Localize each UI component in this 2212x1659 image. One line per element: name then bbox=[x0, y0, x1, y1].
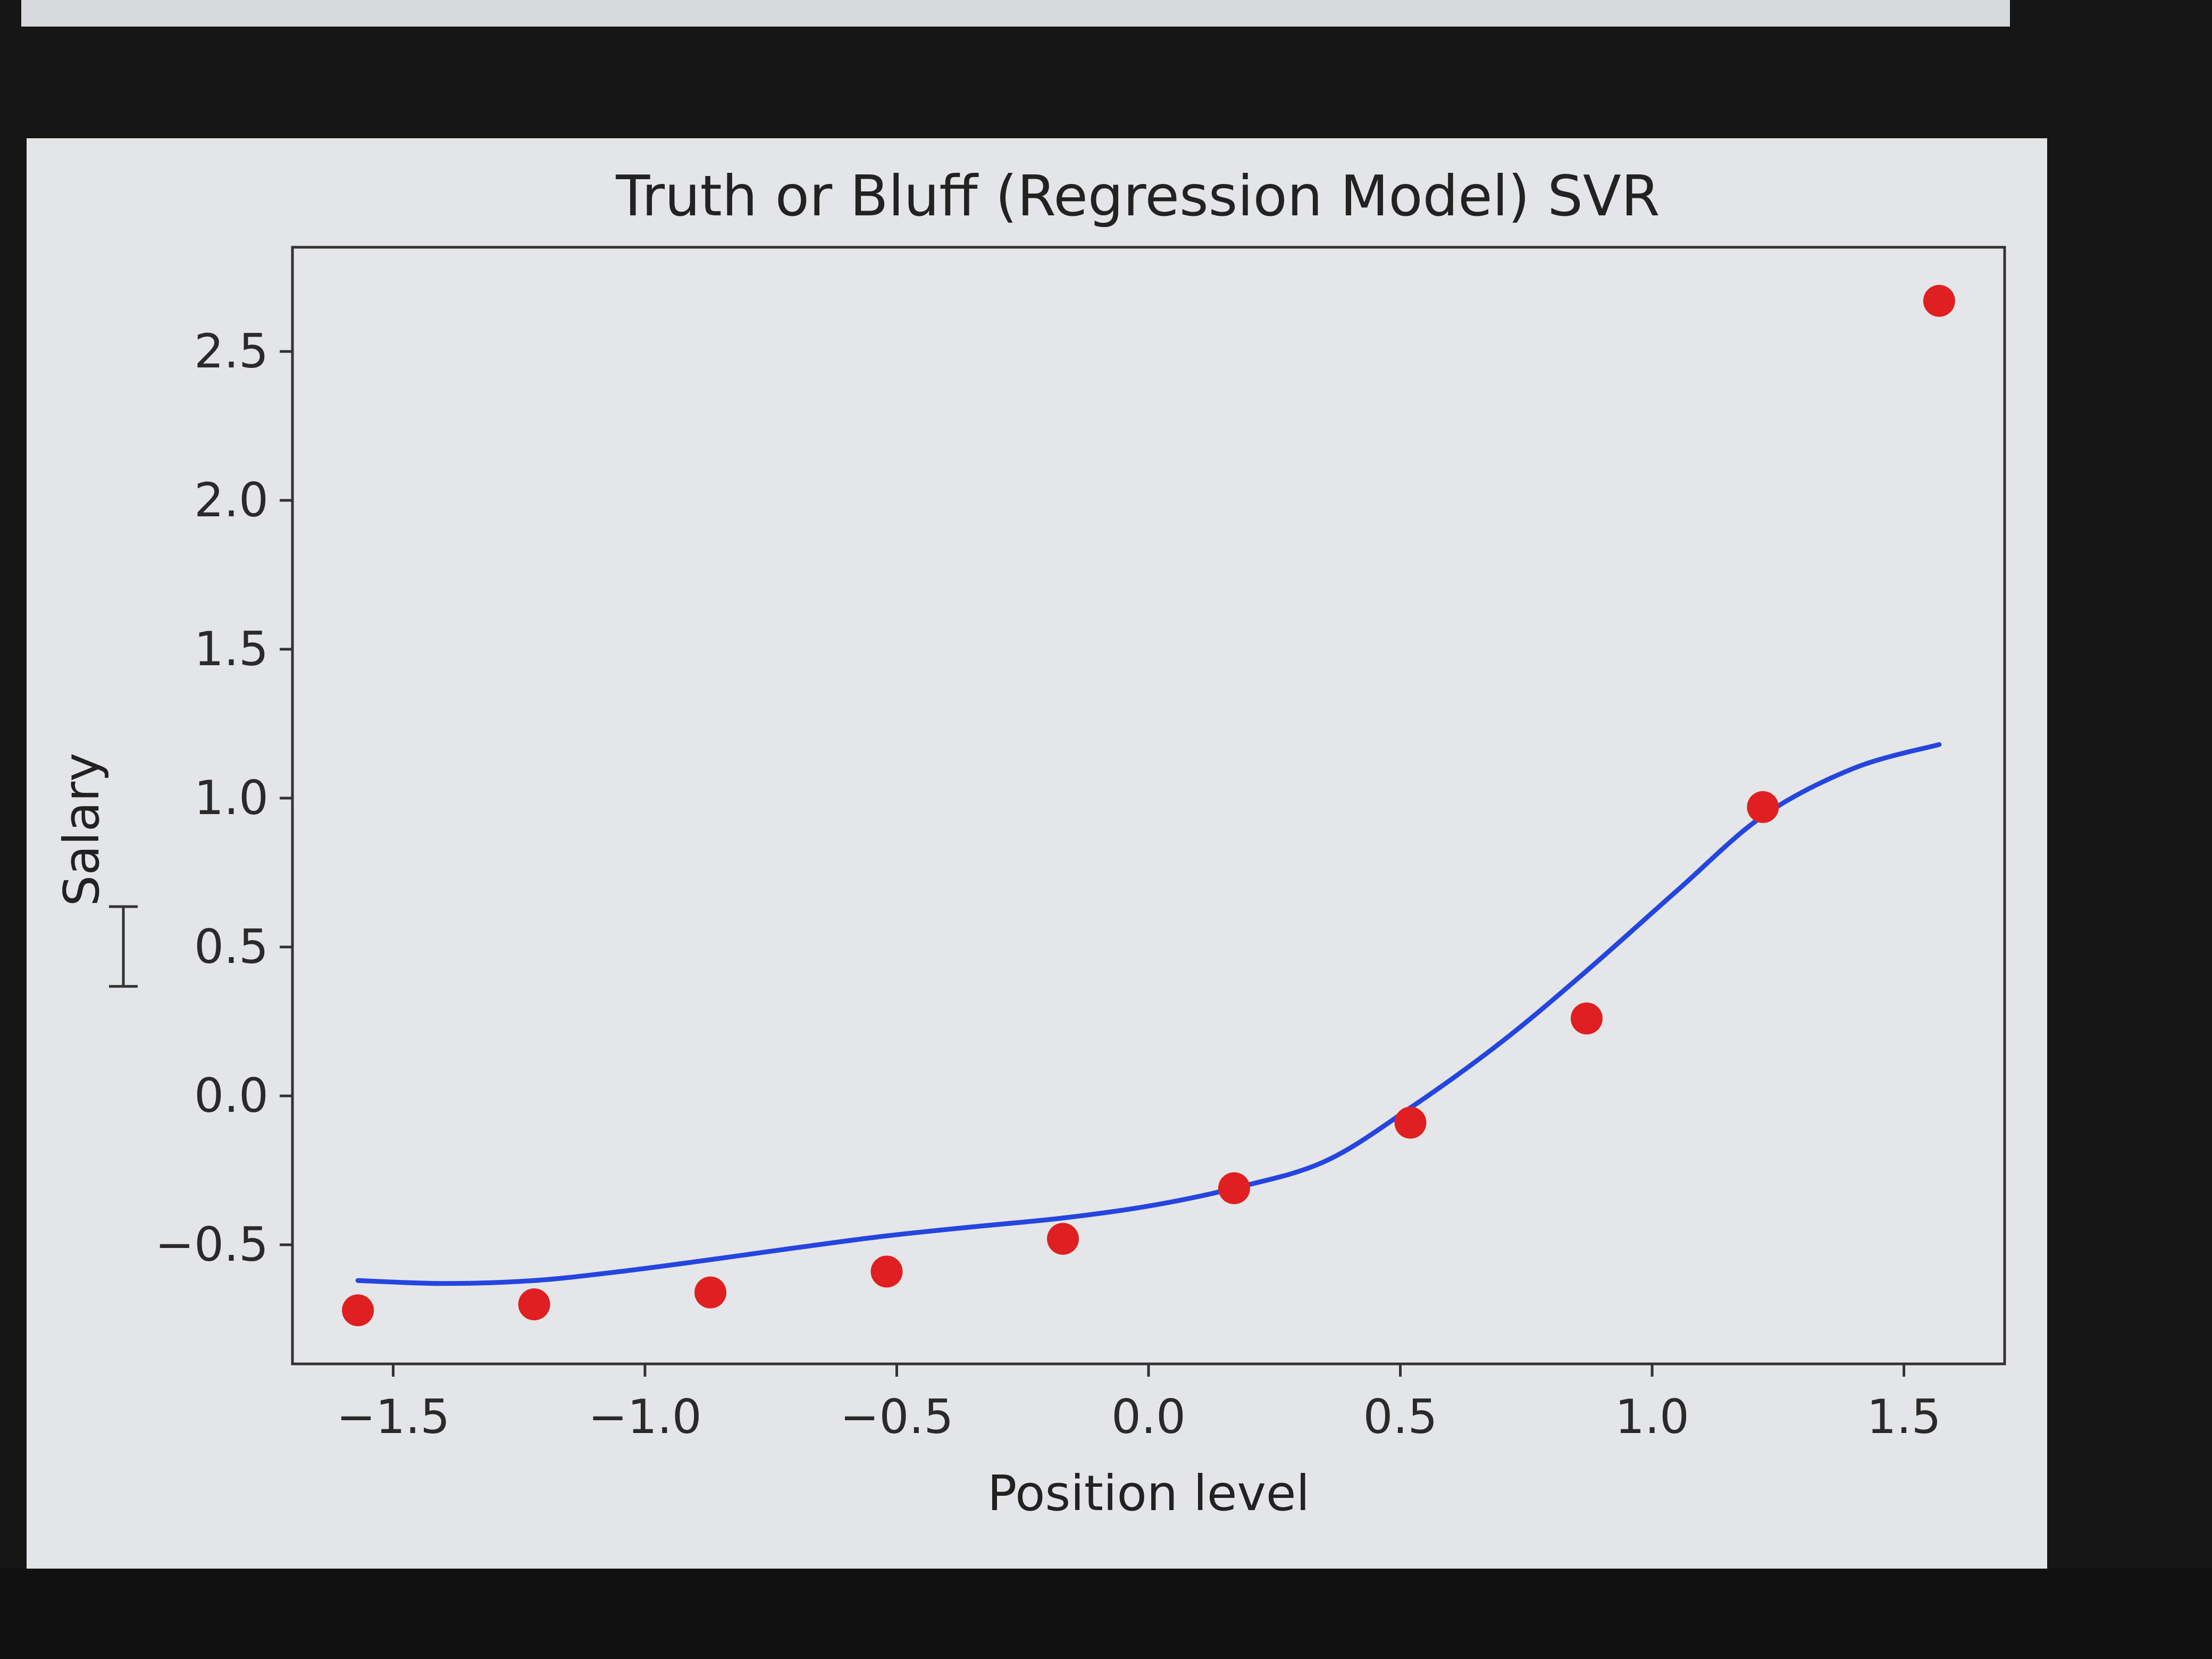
x-axis: −1.5 −1.0 −0.5 0.0 0.5 1.0 1.5 bbox=[337, 1364, 1941, 1444]
data-point bbox=[1570, 1002, 1603, 1035]
y-tick-label: 2.0 bbox=[194, 473, 269, 527]
x-tick-label: 1.0 bbox=[1615, 1389, 1689, 1444]
y-tick-label: 1.5 bbox=[194, 622, 269, 676]
x-tick-label: −0.5 bbox=[840, 1389, 954, 1444]
data-point bbox=[518, 1288, 550, 1320]
data-point bbox=[694, 1276, 727, 1309]
y-tick-label: −0.5 bbox=[155, 1217, 269, 1272]
regression-line-layer bbox=[355, 742, 1942, 1286]
data-point bbox=[1923, 284, 1955, 317]
x-tick-label: 0.0 bbox=[1111, 1389, 1186, 1444]
data-point bbox=[1747, 791, 1779, 823]
monitor-bezel bbox=[0, 1569, 2212, 1659]
y-tick-label: 0.0 bbox=[194, 1068, 269, 1123]
x-axis-label: Position level bbox=[987, 1465, 1310, 1522]
data-point bbox=[342, 1294, 374, 1327]
previous-output-strip bbox=[21, 0, 2010, 27]
y-axis-label: Salary bbox=[53, 753, 110, 907]
y-axis: −0.5 0.0 0.5 1.0 1.5 2.0 2.5 bbox=[155, 324, 292, 1272]
plot-area bbox=[291, 246, 2006, 1365]
data-point bbox=[1047, 1222, 1079, 1255]
y-tick-label: 1.0 bbox=[194, 770, 269, 825]
x-tick-label: −1.0 bbox=[588, 1389, 702, 1444]
text-cursor-icon bbox=[109, 905, 138, 988]
svr-prediction-line bbox=[355, 742, 1942, 1286]
x-tick-label: 1.5 bbox=[1867, 1389, 1941, 1444]
y-tick-label: 0.5 bbox=[194, 919, 269, 974]
x-tick-label: 0.5 bbox=[1363, 1389, 1438, 1444]
scatter-layer bbox=[342, 284, 1955, 1327]
data-point bbox=[870, 1255, 903, 1288]
data-point bbox=[1394, 1107, 1427, 1139]
x-tick-label: −1.5 bbox=[337, 1389, 450, 1444]
data-point bbox=[1218, 1172, 1250, 1204]
chart-title: Truth or Bluff (Regression Model) SVR bbox=[615, 164, 1660, 229]
y-tick-label: 2.5 bbox=[194, 324, 269, 379]
